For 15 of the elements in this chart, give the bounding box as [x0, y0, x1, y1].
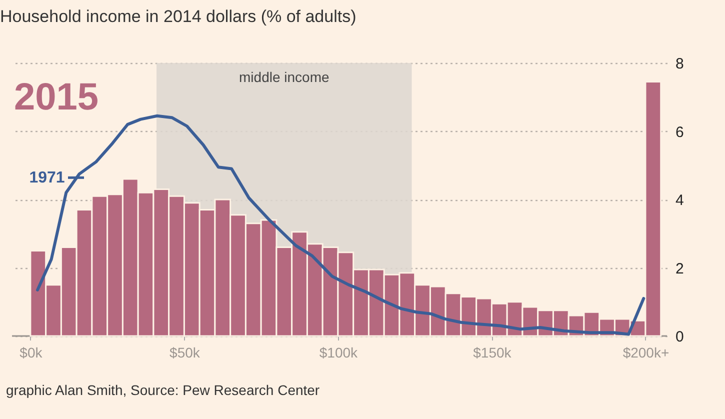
y-tick-label: 8: [676, 56, 684, 72]
y-tick-label: 4: [676, 192, 684, 209]
x-tick-label: $150k: [473, 344, 512, 360]
chart-title: Household income in 2014 dollars (% of adults): [0, 7, 356, 26]
y-tick-label: 6: [676, 124, 684, 141]
x-tick-label: $100k: [319, 344, 359, 360]
legend-label: 1971: [29, 170, 65, 187]
text: graphic Alan Smith, Source: Pew Research Center: [6, 382, 320, 398]
band-label: middle income: [239, 69, 330, 85]
x-tick-label: $200k+: [622, 344, 670, 360]
y-tick-label: 2: [676, 260, 684, 278]
series-label: 2015: [14, 76, 99, 118]
x-tick-label: $0k: [20, 344, 44, 360]
x-tick-label: $50k: [170, 344, 201, 360]
y-tick-label: 0: [676, 328, 684, 346]
